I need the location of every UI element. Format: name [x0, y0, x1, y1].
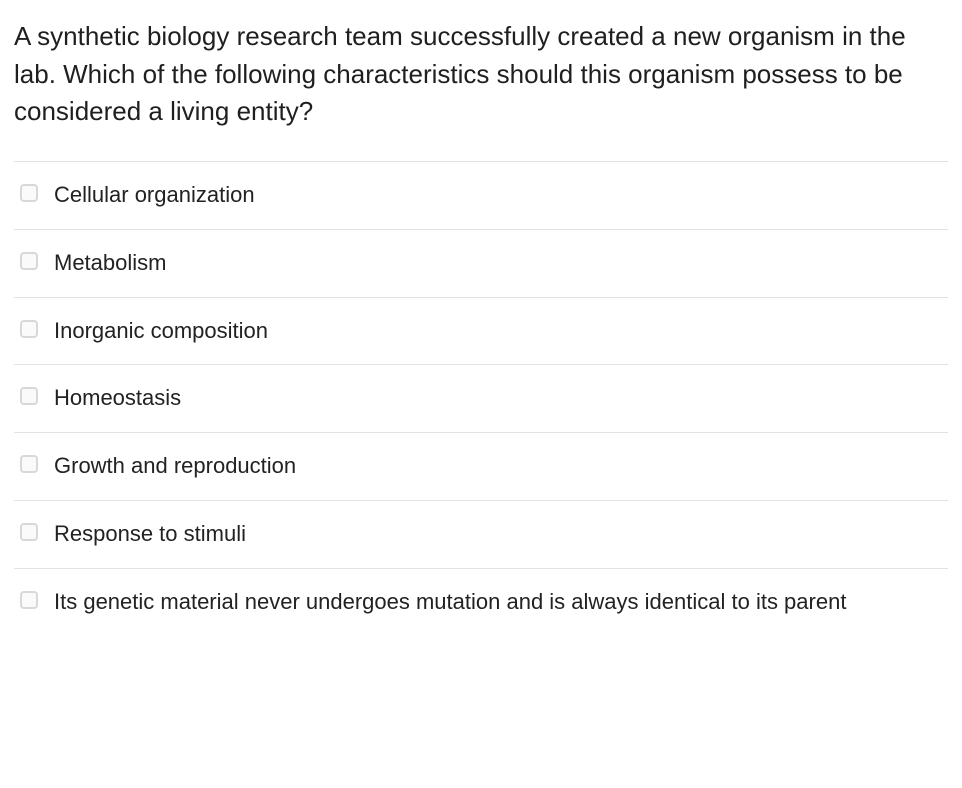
option-row[interactable]: Homeostasis [14, 365, 948, 433]
checkbox-icon[interactable] [20, 387, 38, 405]
option-row[interactable]: Response to stimuli [14, 501, 948, 569]
options-list: Cellular organization Metabolism Inorgan… [14, 161, 948, 636]
option-row[interactable]: Growth and reproduction [14, 433, 948, 501]
question-text: A synthetic biology research team succes… [14, 18, 948, 131]
option-label: Response to stimuli [54, 519, 246, 550]
quiz-container: A synthetic biology research team succes… [0, 0, 962, 650]
option-label: Homeostasis [54, 383, 181, 414]
checkbox-icon[interactable] [20, 523, 38, 541]
option-label: Cellular organization [54, 180, 255, 211]
option-label: Inorganic composition [54, 316, 268, 347]
option-row[interactable]: Metabolism [14, 230, 948, 298]
option-label: Metabolism [54, 248, 166, 279]
checkbox-icon[interactable] [20, 455, 38, 473]
option-row[interactable]: Cellular organization [14, 162, 948, 230]
option-row[interactable]: Its genetic material never undergoes mut… [14, 569, 948, 636]
checkbox-icon[interactable] [20, 591, 38, 609]
checkbox-icon[interactable] [20, 184, 38, 202]
option-label: Its genetic material never undergoes mut… [54, 587, 846, 618]
checkbox-icon[interactable] [20, 320, 38, 338]
checkbox-icon[interactable] [20, 252, 38, 270]
option-row[interactable]: Inorganic composition [14, 298, 948, 366]
option-label: Growth and reproduction [54, 451, 296, 482]
